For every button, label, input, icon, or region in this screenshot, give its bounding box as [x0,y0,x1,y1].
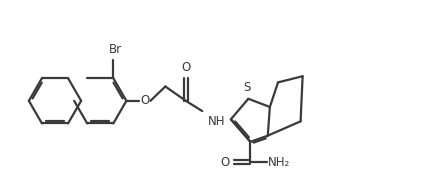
Text: O: O [181,61,191,74]
Text: O: O [140,94,149,107]
Text: NH: NH [208,115,226,128]
Text: NH₂: NH₂ [268,156,290,169]
Text: S: S [244,81,251,94]
Text: O: O [221,156,230,169]
Text: Br: Br [109,43,122,56]
